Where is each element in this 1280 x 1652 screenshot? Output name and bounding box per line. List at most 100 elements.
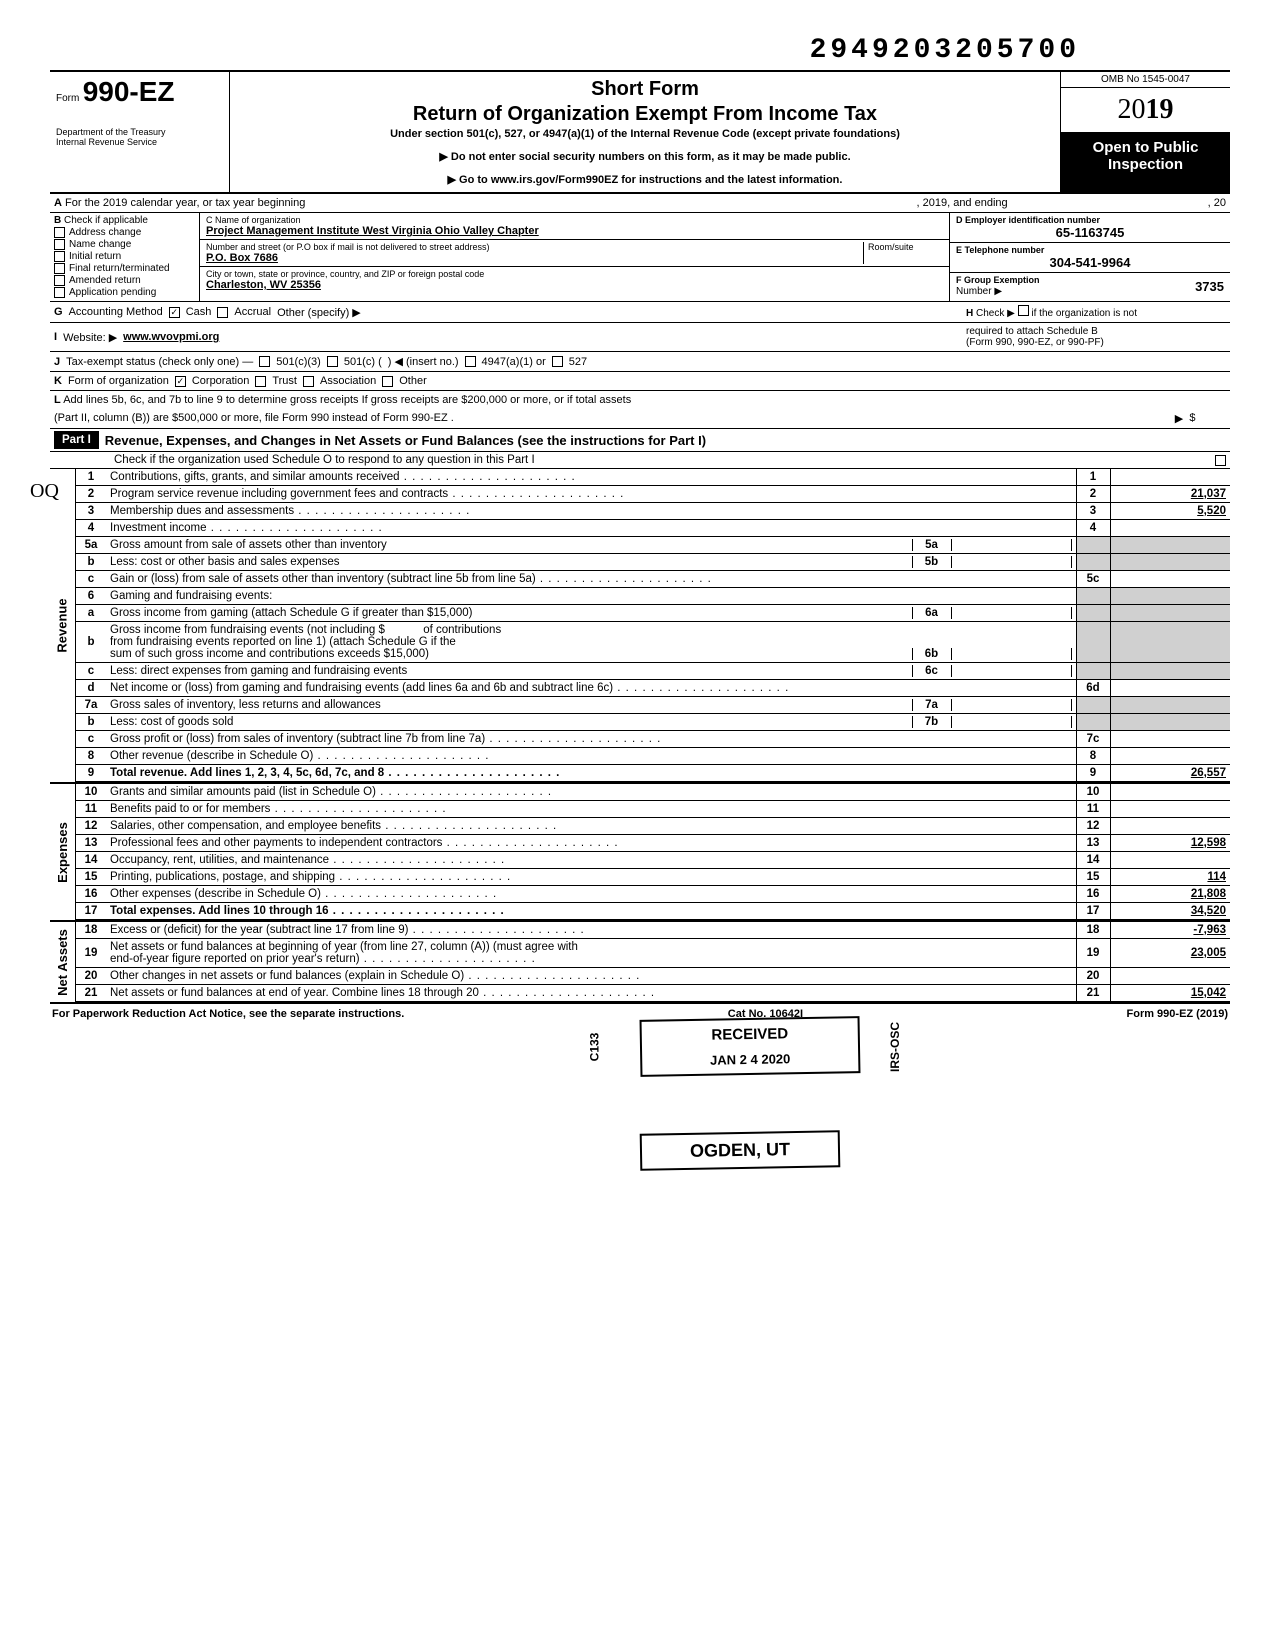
row-a-text1: For the 2019 calendar year, or tax year … — [65, 197, 305, 209]
checkbox-final-return[interactable] — [54, 263, 65, 274]
line5c-val — [1110, 571, 1230, 588]
checkbox-assoc[interactable] — [303, 376, 314, 387]
c-label: C Name of organization — [206, 215, 943, 225]
line5a-desc: Gross amount from sale of assets other t… — [110, 539, 387, 551]
line1-desc: Contributions, gifts, grants, and simila… — [106, 469, 1076, 486]
part1-title: Revenue, Expenses, and Changes in Net As… — [105, 433, 706, 448]
col-b: B Check if applicable Address change Nam… — [50, 213, 200, 301]
line7c-val — [1110, 731, 1230, 748]
row-i: I Website: ▶ www.wvovpmi.org required to… — [50, 323, 1230, 352]
checkbox-h[interactable] — [1018, 305, 1029, 316]
form-header: Form 990-EZ Department of the Treasury I… — [50, 70, 1230, 194]
line6d-val — [1110, 680, 1230, 697]
group-num: 3735 — [1195, 279, 1224, 294]
checkbox-amended[interactable] — [54, 275, 65, 286]
col-c: C Name of organization Project Managemen… — [200, 213, 950, 301]
line14-val — [1110, 852, 1230, 869]
checkbox-name-change[interactable] — [54, 239, 65, 250]
city-value: Charleston, WV 25356 — [206, 279, 943, 291]
line5b-desc: Less: cost or other basis and sales expe… — [110, 556, 340, 568]
row-k: K Form of organization ✓Corporation Trus… — [50, 372, 1230, 391]
year-digits: 19 — [1146, 94, 1174, 125]
checkbox-501c[interactable] — [327, 356, 338, 367]
line17-desc: Total expenses. Add lines 10 through 16 — [106, 903, 1076, 920]
line16-desc: Other expenses (describe in Schedule O) — [106, 886, 1076, 903]
sub-6b: 6b — [912, 648, 952, 660]
k-opt3: Other — [399, 375, 427, 387]
revenue-table: 1Contributions, gifts, grants, and simil… — [76, 469, 1230, 782]
row-a-text3: , 20 — [1208, 197, 1226, 209]
row-j: J Tax-exempt status (check only one) — 5… — [50, 352, 1230, 372]
stamp-irs-osc: IRS-OSC — [888, 1022, 902, 1072]
line16-val: 21,808 — [1110, 886, 1230, 903]
g-accrual: Accrual — [234, 306, 271, 318]
sub-5a: 5a — [912, 539, 952, 551]
netassets-table: 18Excess or (deficit) for the year (subt… — [76, 922, 1230, 1002]
line18-desc: Excess or (deficit) for the year (subtra… — [106, 922, 1076, 939]
revenue-section: Revenue 1Contributions, gifts, grants, a… — [50, 469, 1230, 784]
form-number: 990-EZ — [83, 76, 175, 107]
f-label2: Number ▶ — [956, 286, 1002, 297]
line11-desc: Benefits paid to or for members — [106, 801, 1076, 818]
header-left: Form 990-EZ Department of the Treasury I… — [50, 72, 230, 192]
stamped-number: 2949203205700 — [810, 35, 1080, 66]
sub-6c: 6c — [912, 665, 952, 677]
stamp-received-text: RECEIVED — [656, 1022, 844, 1046]
k-label: K — [54, 375, 62, 387]
city-label: City or town, state or province, country… — [206, 269, 943, 279]
k-opt1: Trust — [272, 375, 297, 387]
h-text3: required to attach Schedule B — [966, 326, 1098, 337]
b-check-label: Check if applicable — [64, 215, 148, 226]
checkbox-527[interactable] — [552, 356, 563, 367]
checkbox-pending[interactable] — [54, 287, 65, 298]
phone-value: 304-541-9964 — [956, 255, 1224, 270]
checkbox-schedule-o[interactable] — [1215, 455, 1226, 466]
line10-val — [1110, 784, 1230, 801]
part1-check-row: Check if the organization used Schedule … — [50, 452, 1230, 469]
h-text1: Check ▶ — [976, 308, 1015, 319]
footer-right: Form 990-EZ (2019) — [1127, 1008, 1228, 1020]
checkbox-accrual[interactable] — [217, 307, 228, 318]
h-text2: if the organization is not — [1031, 308, 1137, 319]
checkbox-corp[interactable]: ✓ — [175, 376, 186, 387]
check-final: Final return/terminated — [69, 263, 170, 274]
open-public-1: Open to Public — [1063, 139, 1228, 156]
checkbox-initial-return[interactable] — [54, 251, 65, 262]
k-opt0: Corporation — [192, 375, 249, 387]
po-box: P.O. Box 7686 — [206, 252, 863, 264]
sub-6a: 6a — [912, 607, 952, 619]
sub-7a: 7a — [912, 699, 952, 711]
website-value: www.wvovpmi.org — [123, 331, 219, 343]
line3-val: 5,520 — [1110, 503, 1230, 520]
checkbox-4947[interactable] — [465, 356, 476, 367]
d-label: D Employer identification number — [956, 215, 1224, 225]
line17-val: 34,520 — [1110, 903, 1230, 920]
line11-val — [1110, 801, 1230, 818]
line20-desc: Other changes in net assets or fund bala… — [106, 968, 1076, 985]
line6a-desc: Gross income from gaming (attach Schedul… — [110, 607, 472, 619]
line6b-desc2: of contributions — [423, 624, 501, 636]
expenses-table: 10Grants and similar amounts paid (list … — [76, 784, 1230, 920]
stamp-date: JAN 2 4 2020 — [656, 1049, 844, 1070]
line15-val: 114 — [1110, 869, 1230, 886]
line21-val: 15,042 — [1110, 985, 1230, 1002]
checkbox-501c3[interactable] — [259, 356, 270, 367]
line19-desc1: Net assets or fund balances at beginning… — [110, 941, 578, 953]
l-dollar: $ — [1189, 412, 1195, 425]
line21-desc: Net assets or fund balances at end of ye… — [106, 985, 1076, 1002]
side-revenue: Revenue — [50, 469, 76, 782]
g-text: Accounting Method — [69, 306, 163, 318]
h-text3-4: required to attach Schedule B (Form 990,… — [966, 326, 1226, 348]
checkbox-cash[interactable]: ✓ — [169, 307, 180, 318]
l-label: L — [54, 394, 61, 406]
omb-number: OMB No 1545-0047 — [1061, 72, 1230, 88]
k-opt2: Association — [320, 375, 376, 387]
l-text2: (Part II, column (B)) are $500,000 or mo… — [54, 412, 454, 425]
checkbox-address-change[interactable] — [54, 227, 65, 238]
line13-desc: Professional fees and other payments to … — [106, 835, 1076, 852]
line18-val: -7,963 — [1110, 922, 1230, 939]
checkbox-trust[interactable] — [255, 376, 266, 387]
footer-left: For Paperwork Reduction Act Notice, see … — [52, 1008, 404, 1020]
checkbox-other-org[interactable] — [382, 376, 393, 387]
j-opt1: 501(c) ( — [344, 356, 382, 368]
